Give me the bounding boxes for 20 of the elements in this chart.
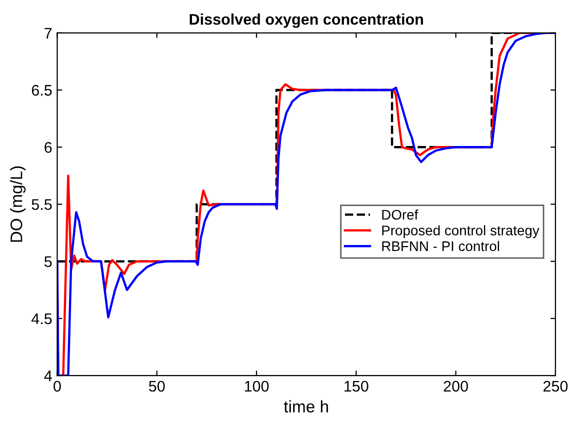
y-tick-label: 6 [44, 142, 52, 153]
x-tick-label: 250 [543, 380, 568, 392]
legend-label: RBFNN - PI control [382, 240, 500, 252]
x-axis-title: time h [284, 400, 328, 412]
y-axis-title: DO (mg/L) [10, 166, 26, 242]
y-tick-label: 5 [44, 256, 52, 268]
y-tick-label: 7 [44, 28, 52, 38]
y-tick-label: 4 [44, 370, 52, 382]
x-tick-label: 200 [444, 380, 468, 392]
line-series [57, 32, 556, 376]
y-tick-label: 4.5 [31, 313, 52, 324]
x-tick-label: 0 [54, 380, 61, 392]
y-tick-label: 6.5 [32, 84, 52, 96]
y-tick-label: 5.5 [32, 199, 52, 210]
x-tick-label: 50 [148, 380, 165, 392]
legend-label: DOref [382, 209, 418, 220]
x-tick-label: 150 [344, 380, 368, 392]
x-tick-label: 100 [244, 380, 269, 392]
chart-title: Dissolved oxygen concentration [190, 14, 423, 28]
legend-label: Proposed control strategy [382, 225, 540, 238]
